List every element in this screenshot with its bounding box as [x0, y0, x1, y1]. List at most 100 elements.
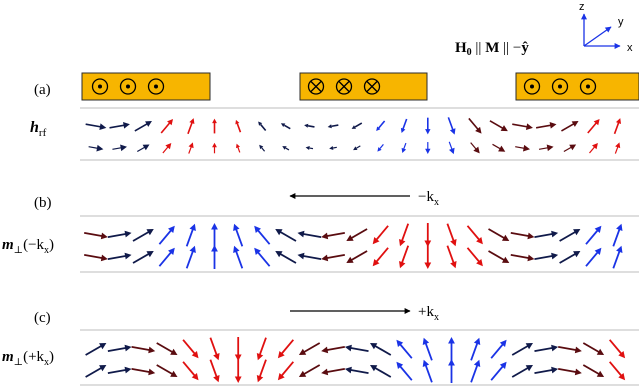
field-arrow	[112, 144, 127, 152]
field-arrow	[254, 247, 271, 267]
hrf-subscript: rf	[39, 127, 47, 139]
field-arrow	[510, 254, 535, 262]
field-arrow	[234, 359, 242, 383]
m-minus-close: )	[49, 237, 54, 253]
hrf-arrow-row-lower	[88, 141, 621, 155]
field-arrow	[612, 223, 623, 247]
field-arrow	[534, 252, 559, 260]
field-arrow	[235, 119, 242, 133]
m-symbol: M	[485, 40, 499, 56]
field-arrow	[158, 225, 175, 245]
field-arrow	[534, 366, 559, 374]
field-arrow	[132, 251, 154, 264]
field-arrow	[259, 144, 266, 152]
field-arrow	[209, 359, 220, 383]
field-arrow	[346, 250, 368, 263]
field-arrow	[234, 337, 242, 361]
field-arrow	[515, 144, 530, 152]
field-arrow	[187, 118, 195, 135]
field-arrow	[109, 122, 130, 129]
field-arrow	[448, 337, 455, 361]
field-arrow	[534, 230, 559, 238]
hrf-symbol: h	[30, 119, 39, 136]
field-arrow	[376, 120, 386, 132]
field-arrow	[448, 359, 455, 383]
field-arrow	[489, 120, 508, 132]
field-arrow	[158, 247, 175, 267]
magnet-strip-left	[81, 72, 211, 101]
field-arrow	[233, 223, 244, 247]
panel-c-label: (c)	[34, 310, 51, 326]
field-arrow	[396, 361, 413, 381]
field-arrow	[131, 368, 156, 376]
field-arrow	[424, 245, 432, 269]
field-arrow	[468, 117, 482, 134]
field-arrow	[254, 225, 271, 245]
field-arrow	[424, 223, 432, 247]
field-arrow	[85, 343, 107, 356]
field-arrow	[156, 364, 178, 377]
m-plus-arg: (+k	[23, 349, 44, 365]
field-arrow	[84, 254, 108, 262]
m-plus-arg-sub: x	[44, 357, 49, 368]
field-arrow	[107, 252, 132, 260]
field-arrow	[535, 122, 557, 129]
h0-symbol: H	[455, 40, 467, 56]
field-out-icon	[119, 78, 137, 95]
field-arrow	[304, 123, 315, 128]
field-arrow	[370, 365, 392, 378]
field-arrow	[609, 339, 626, 359]
wave-minus-sub: x	[434, 197, 439, 208]
field-arrow	[559, 229, 581, 242]
field-out-icon	[523, 78, 541, 95]
field-arrow	[488, 228, 510, 241]
wave-label-minus: −kx	[418, 189, 439, 208]
field-arrow	[258, 121, 267, 132]
field-arrow	[559, 251, 581, 264]
field-arrow	[182, 361, 199, 381]
m-minus-arg: (−k	[23, 237, 44, 253]
field-arrow	[107, 230, 132, 238]
field-arrow	[188, 142, 194, 154]
field-arrow	[136, 144, 150, 153]
field-arrow	[561, 121, 579, 132]
field-arrow	[490, 339, 507, 359]
field-arrow	[425, 117, 431, 135]
wave-minus-k: −k	[418, 189, 434, 205]
field-arrow	[470, 359, 481, 383]
field-arrow	[256, 359, 267, 383]
panel-b-label: (b)	[34, 195, 52, 211]
field-arrow	[344, 366, 369, 374]
hrf-arrow-row-upper	[85, 117, 622, 135]
m-plus-close: )	[49, 349, 54, 365]
field-arrow	[446, 223, 457, 247]
m-minus-perp: ⊥	[14, 245, 23, 256]
field-out-icon	[147, 78, 165, 95]
field-arrow	[84, 232, 108, 240]
field-arrow	[377, 144, 384, 152]
field-arrow	[233, 245, 244, 269]
field-arrow	[321, 254, 345, 262]
field-arrow	[132, 229, 154, 242]
field-arrow	[185, 223, 196, 247]
field-in-icon	[363, 78, 381, 95]
field-arrow	[275, 229, 297, 242]
field-arrow	[422, 337, 433, 361]
magnet-strip-right	[515, 72, 639, 101]
field-arrow	[490, 361, 507, 381]
field-arrow	[609, 361, 626, 381]
field-arrow	[297, 252, 322, 260]
axes-icon: z y x	[579, 1, 633, 54]
field-arrow	[131, 346, 156, 354]
field-in-icon	[307, 78, 325, 95]
field-arrow	[372, 247, 389, 267]
field-arrow	[209, 337, 220, 361]
field-arrow	[511, 343, 533, 356]
field-arrow	[512, 123, 533, 131]
field-arrow	[211, 245, 218, 269]
field-arrow	[399, 223, 410, 247]
m-plus-label: m⊥(+kx)	[2, 349, 54, 368]
field-arrow	[351, 122, 363, 129]
field-arrow	[107, 366, 132, 374]
